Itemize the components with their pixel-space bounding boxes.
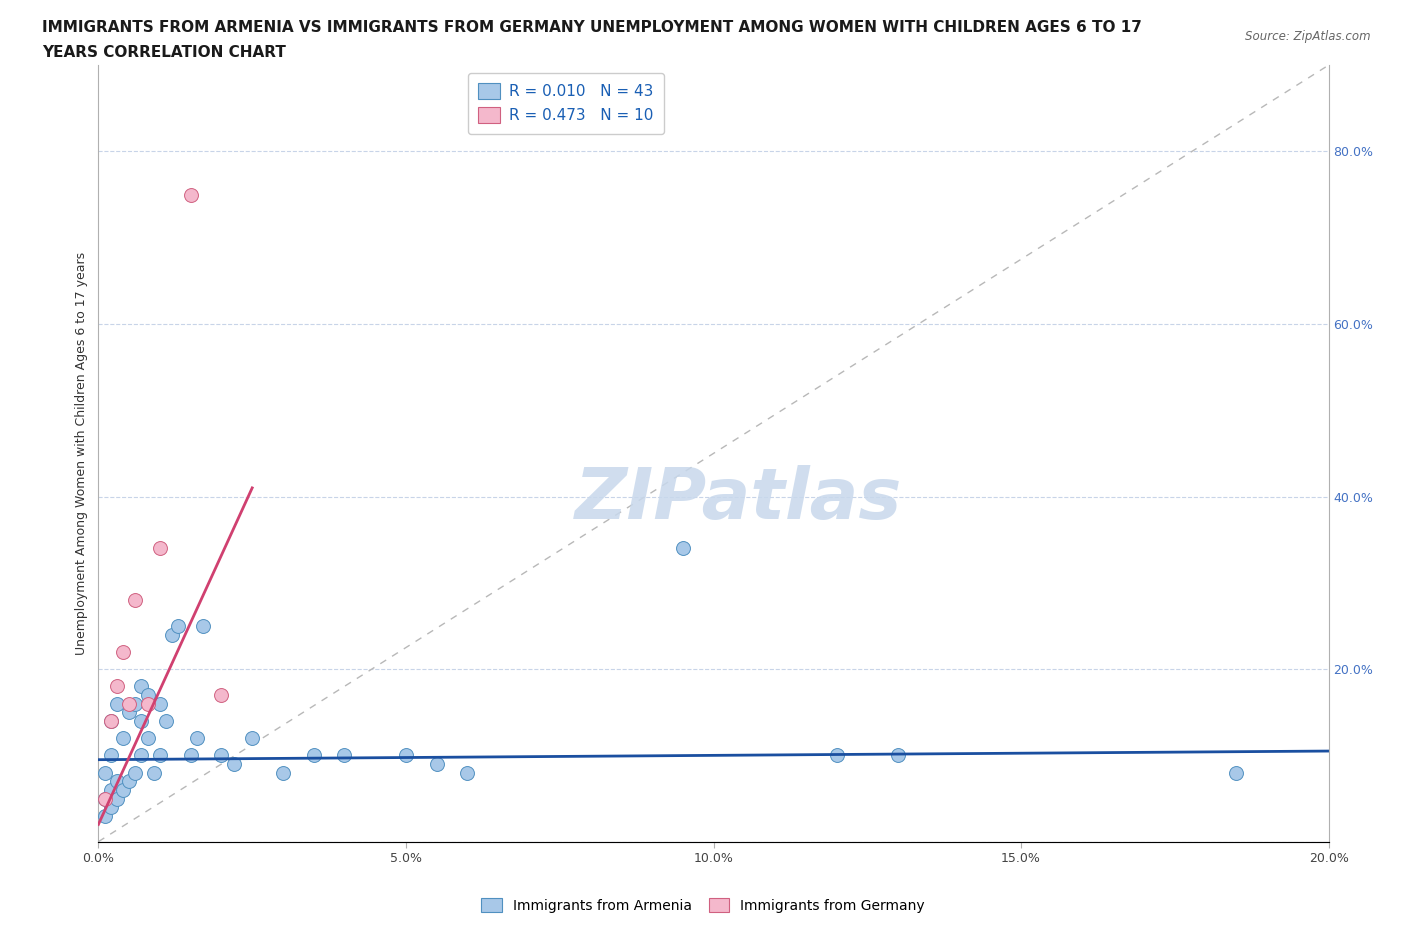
Legend: Immigrants from Armenia, Immigrants from Germany: Immigrants from Armenia, Immigrants from… <box>475 893 931 919</box>
Point <box>105 774 128 789</box>
Point <box>180 187 202 202</box>
Point <box>211 687 233 702</box>
Point <box>167 618 190 633</box>
Point <box>136 697 159 711</box>
Point <box>162 627 183 642</box>
Point <box>211 748 233 763</box>
Point <box>456 765 478 780</box>
Point <box>124 765 146 780</box>
Point <box>302 748 325 763</box>
Point <box>118 697 141 711</box>
Point <box>131 713 153 728</box>
Point <box>222 757 245 772</box>
Point <box>1225 765 1247 780</box>
Point <box>100 800 122 815</box>
Point <box>333 748 356 763</box>
Point <box>93 791 115 806</box>
Point <box>100 713 122 728</box>
Text: Source: ZipAtlas.com: Source: ZipAtlas.com <box>1246 30 1371 43</box>
Point <box>131 679 153 694</box>
Point <box>142 765 165 780</box>
Point <box>93 791 115 806</box>
Point <box>105 791 128 806</box>
Point <box>100 748 122 763</box>
Point <box>180 748 202 763</box>
Point <box>186 731 208 746</box>
Point <box>112 644 135 659</box>
Point <box>426 757 449 772</box>
Point <box>118 705 141 720</box>
Point <box>100 713 122 728</box>
Point <box>112 782 135 797</box>
Point <box>825 748 848 763</box>
Point <box>271 765 294 780</box>
Point <box>105 679 128 694</box>
Point <box>136 687 159 702</box>
Point <box>149 748 172 763</box>
Point <box>131 748 153 763</box>
Point <box>124 697 146 711</box>
Point <box>149 541 172 556</box>
Point <box>136 731 159 746</box>
Text: IMMIGRANTS FROM ARMENIA VS IMMIGRANTS FROM GERMANY UNEMPLOYMENT AMONG WOMEN WITH: IMMIGRANTS FROM ARMENIA VS IMMIGRANTS FR… <box>42 20 1142 35</box>
Point <box>93 765 115 780</box>
Point <box>240 731 263 746</box>
Point <box>672 541 695 556</box>
Point <box>887 748 910 763</box>
Point <box>124 592 146 607</box>
Legend: R = 0.010   N = 43, R = 0.473   N = 10: R = 0.010 N = 43, R = 0.473 N = 10 <box>468 73 664 134</box>
Point <box>191 618 214 633</box>
Y-axis label: Unemployment Among Women with Children Ages 6 to 17 years: Unemployment Among Women with Children A… <box>75 252 89 655</box>
Point <box>112 731 135 746</box>
Point <box>155 713 177 728</box>
Point <box>149 697 172 711</box>
Point <box>100 782 122 797</box>
Point <box>395 748 418 763</box>
Point <box>118 774 141 789</box>
Point <box>93 808 115 823</box>
Text: ZIPatlas: ZIPatlas <box>575 466 901 535</box>
Text: YEARS CORRELATION CHART: YEARS CORRELATION CHART <box>42 45 285 60</box>
Point <box>105 697 128 711</box>
